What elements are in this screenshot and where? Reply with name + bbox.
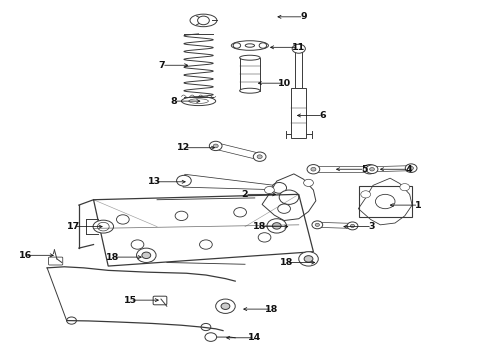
Text: 13: 13 bbox=[148, 177, 161, 186]
Circle shape bbox=[197, 16, 209, 25]
Text: 1: 1 bbox=[415, 201, 422, 210]
FancyBboxPatch shape bbox=[292, 89, 306, 138]
Circle shape bbox=[375, 194, 395, 209]
Circle shape bbox=[361, 191, 370, 198]
Text: 18: 18 bbox=[265, 305, 278, 314]
Circle shape bbox=[369, 167, 374, 171]
Text: 16: 16 bbox=[19, 251, 32, 260]
Ellipse shape bbox=[190, 14, 217, 27]
Text: 12: 12 bbox=[177, 143, 191, 152]
Circle shape bbox=[367, 167, 372, 171]
Bar bbox=[240, 58, 260, 91]
FancyBboxPatch shape bbox=[359, 186, 412, 217]
Circle shape bbox=[257, 155, 262, 158]
Ellipse shape bbox=[245, 44, 254, 47]
FancyBboxPatch shape bbox=[153, 296, 167, 305]
Circle shape bbox=[67, 317, 76, 324]
Circle shape bbox=[205, 333, 217, 341]
Circle shape bbox=[304, 256, 313, 262]
Circle shape bbox=[175, 211, 188, 221]
FancyBboxPatch shape bbox=[49, 257, 63, 265]
Ellipse shape bbox=[93, 220, 114, 233]
Circle shape bbox=[199, 240, 212, 249]
Circle shape bbox=[259, 43, 267, 48]
Ellipse shape bbox=[189, 99, 208, 103]
Circle shape bbox=[312, 221, 323, 229]
Circle shape bbox=[234, 208, 246, 217]
Ellipse shape bbox=[240, 88, 260, 93]
Circle shape bbox=[142, 252, 151, 258]
Circle shape bbox=[405, 164, 417, 172]
Text: 5: 5 bbox=[362, 165, 368, 174]
Circle shape bbox=[278, 204, 291, 213]
Text: 18: 18 bbox=[253, 222, 267, 231]
Circle shape bbox=[307, 165, 320, 174]
Ellipse shape bbox=[181, 96, 216, 105]
Text: 9: 9 bbox=[300, 12, 307, 21]
Text: 15: 15 bbox=[123, 296, 137, 305]
Text: 3: 3 bbox=[369, 222, 375, 231]
Text: 18: 18 bbox=[280, 258, 293, 267]
Circle shape bbox=[272, 183, 287, 193]
Circle shape bbox=[304, 179, 314, 186]
Ellipse shape bbox=[240, 55, 260, 60]
Circle shape bbox=[131, 240, 144, 249]
Circle shape bbox=[209, 141, 222, 150]
Circle shape bbox=[409, 166, 414, 170]
Circle shape bbox=[98, 222, 109, 231]
Circle shape bbox=[253, 152, 266, 161]
Circle shape bbox=[366, 165, 378, 174]
Text: 6: 6 bbox=[320, 111, 326, 120]
Text: 14: 14 bbox=[248, 333, 261, 342]
Circle shape bbox=[347, 222, 358, 230]
Circle shape bbox=[201, 323, 211, 330]
Bar bbox=[295, 52, 302, 89]
Circle shape bbox=[350, 224, 355, 228]
Text: 10: 10 bbox=[277, 79, 291, 88]
Text: 7: 7 bbox=[159, 61, 165, 70]
Ellipse shape bbox=[231, 41, 269, 50]
Circle shape bbox=[267, 219, 287, 233]
Ellipse shape bbox=[292, 44, 305, 53]
Circle shape bbox=[258, 233, 271, 242]
Circle shape bbox=[299, 252, 318, 266]
Text: 11: 11 bbox=[292, 43, 305, 52]
Circle shape bbox=[279, 190, 299, 204]
Circle shape bbox=[311, 167, 316, 171]
Circle shape bbox=[400, 184, 410, 191]
Text: 4: 4 bbox=[405, 165, 412, 174]
Circle shape bbox=[176, 175, 191, 186]
Circle shape bbox=[272, 223, 281, 229]
Circle shape bbox=[315, 223, 319, 226]
Text: 18: 18 bbox=[106, 253, 120, 262]
Circle shape bbox=[221, 303, 230, 310]
Circle shape bbox=[216, 299, 235, 314]
Circle shape bbox=[363, 165, 376, 174]
Text: 2: 2 bbox=[242, 190, 248, 199]
Circle shape bbox=[117, 215, 129, 224]
Circle shape bbox=[265, 186, 274, 194]
Circle shape bbox=[213, 144, 218, 148]
Circle shape bbox=[233, 43, 241, 48]
Text: 17: 17 bbox=[67, 222, 81, 231]
Circle shape bbox=[137, 248, 156, 262]
Text: 8: 8 bbox=[171, 96, 177, 105]
